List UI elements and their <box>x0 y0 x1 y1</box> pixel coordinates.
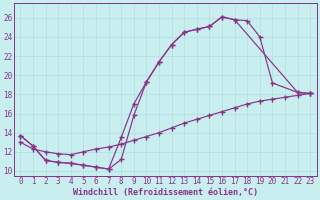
X-axis label: Windchill (Refroidissement éolien,°C): Windchill (Refroidissement éolien,°C) <box>73 188 258 197</box>
